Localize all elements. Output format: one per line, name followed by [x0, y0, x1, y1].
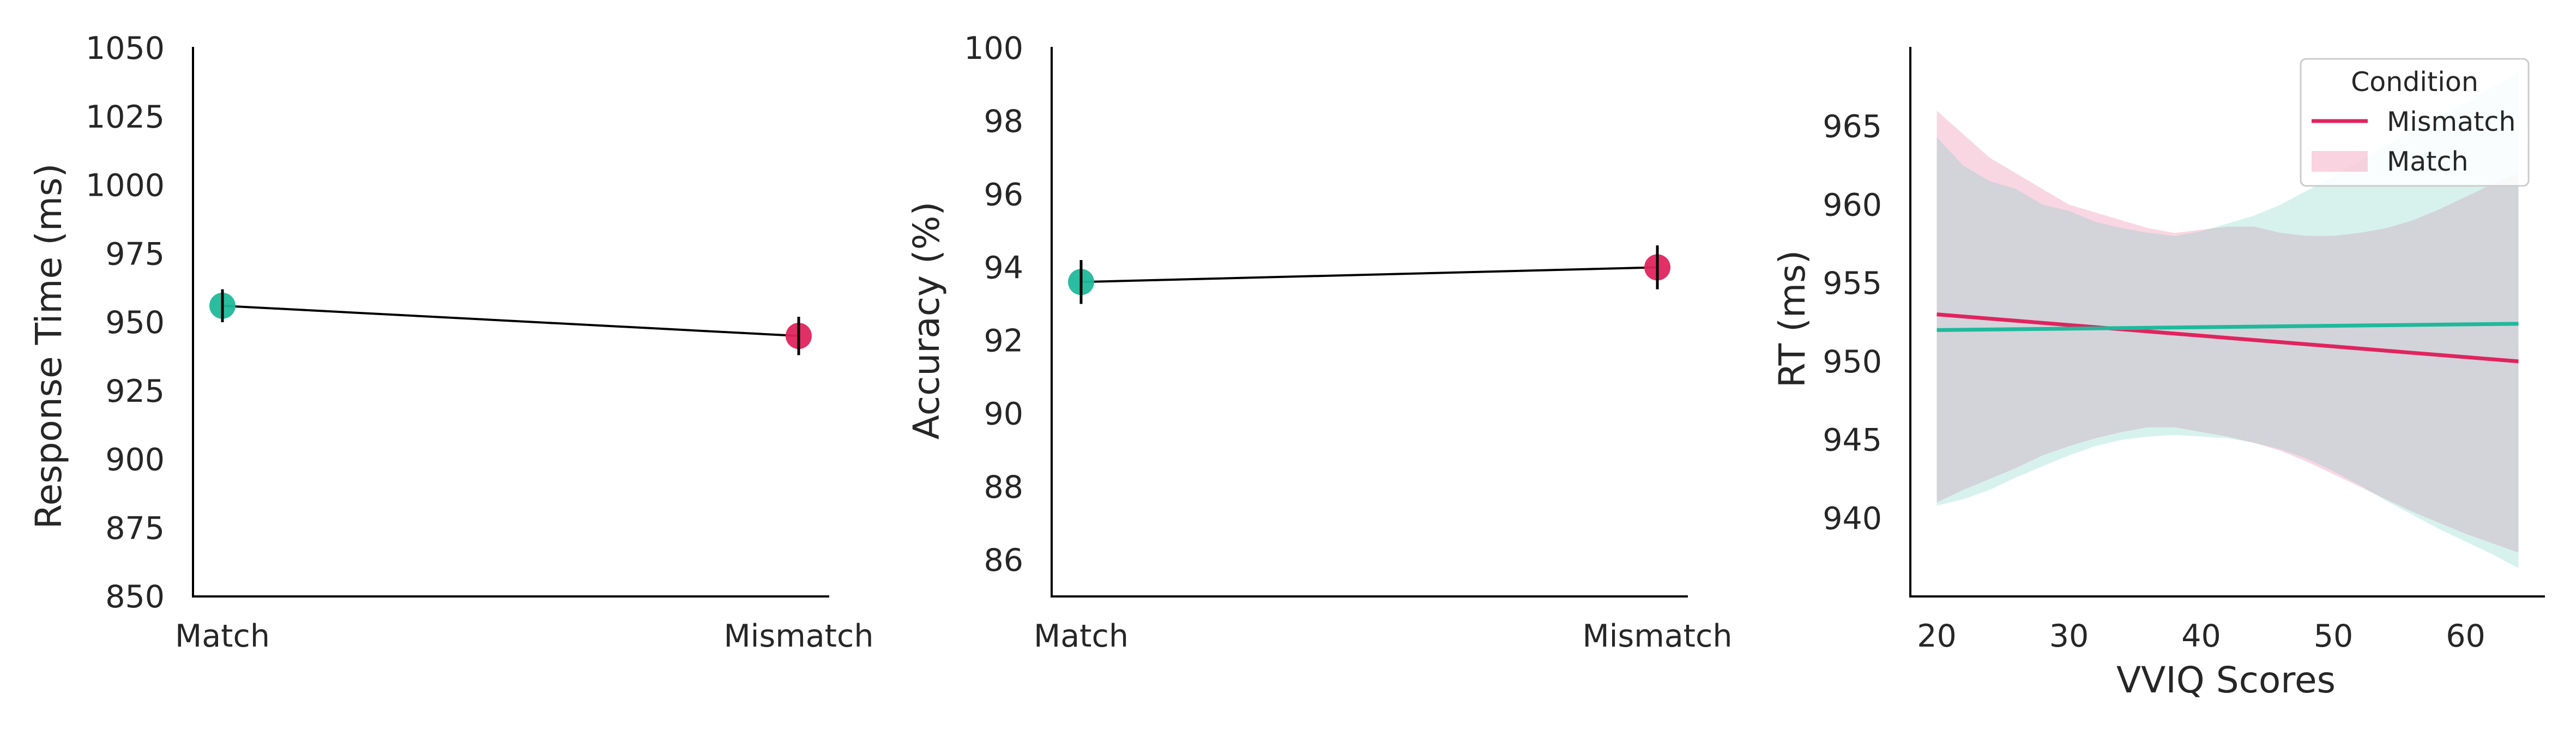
- legend-title: Condition: [2351, 67, 2478, 98]
- y-tick-label: 950: [105, 305, 165, 341]
- x-tick-label: 30: [2049, 618, 2089, 654]
- y-tick-label: 92: [984, 323, 1023, 359]
- y-tick-label: 1000: [86, 168, 165, 204]
- y-tick-label: 875: [105, 510, 165, 546]
- connector-line: [222, 304, 799, 337]
- legend-frame: [2300, 58, 2530, 187]
- y-axis-label: Response Time (ms): [28, 164, 70, 529]
- y-tick-label: 955: [1823, 266, 1882, 301]
- y-tick-label: 940: [1823, 500, 1882, 536]
- y-tick-label: 1025: [86, 99, 165, 135]
- y-tick-label: 975: [105, 236, 165, 272]
- y-tick-label: 100: [964, 31, 1023, 67]
- y-tick-label: 900: [105, 442, 165, 478]
- y-tick-label: 960: [1823, 187, 1882, 223]
- y-tick-label: 945: [1823, 423, 1882, 459]
- y-tick-label: 950: [1823, 344, 1882, 380]
- x-tick-label: Match: [175, 618, 270, 654]
- y-tick-label: 850: [105, 579, 165, 615]
- y-tick-label: 98: [984, 104, 1023, 140]
- regression-line-match: [1936, 322, 2519, 332]
- x-tick-label: Mismatch: [724, 618, 874, 654]
- y-tick-label: 96: [984, 177, 1023, 213]
- y-tick-label: 88: [984, 469, 1023, 505]
- legend: Condition Mismatch Match: [2300, 58, 2530, 187]
- y-tick-label: 925: [105, 373, 165, 409]
- legend-label-mismatch: Mismatch: [2387, 106, 2515, 137]
- x-axis-label: VVIQ Scores: [2116, 659, 2336, 701]
- y-tick-label: 965: [1823, 109, 1882, 145]
- y-tick-label: 86: [984, 542, 1023, 578]
- x-tick-label: Mismatch: [1583, 618, 1733, 654]
- panel-accuracy: Accuracy (%) 86 88 90 92 94 96 98 100 Match Misma…: [906, 31, 1732, 654]
- y-axis-label: RT (ms): [1771, 250, 1813, 388]
- x-tick-label: Match: [1034, 618, 1129, 654]
- panel-response-time: Response Time (ms) 850 875 900 925 950 975 100…: [28, 31, 873, 654]
- y-axis-label: Accuracy (%): [906, 202, 948, 440]
- y-tick-label: 94: [984, 250, 1023, 286]
- panel-rt-vviq: RT (ms) VVIQ Scores 940 945 950 955 960 965 20…: [1771, 47, 2545, 701]
- y-tick-label: 90: [984, 396, 1023, 432]
- regression-line-mismatch: [1936, 312, 2519, 364]
- x-tick-label: 40: [2181, 618, 2221, 654]
- x-tick-label: 50: [2314, 618, 2354, 654]
- connector-line: [1081, 266, 1658, 283]
- x-tick-label: 60: [2446, 618, 2485, 654]
- confidence-band-overlap: [1936, 137, 2519, 553]
- x-tick-label: 20: [1917, 618, 1957, 654]
- legend-swatch-match: [2312, 151, 2368, 172]
- legend-label-match: Match: [2387, 146, 2469, 177]
- y-tick-label: 1050: [86, 31, 165, 67]
